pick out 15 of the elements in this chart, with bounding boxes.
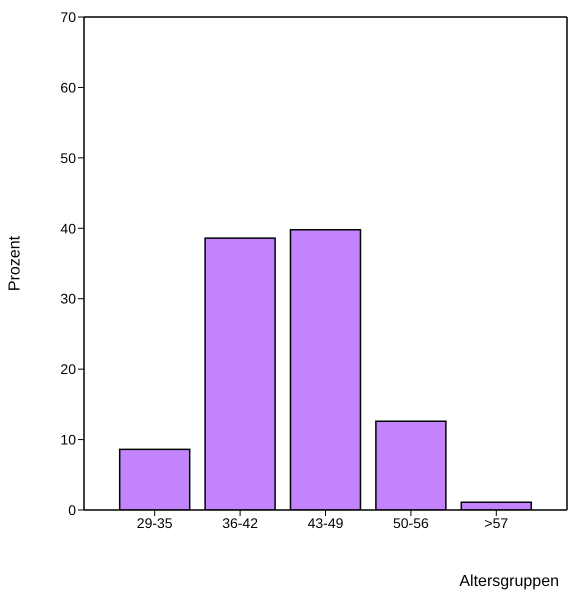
y-tick-label: 70 [60,8,76,25]
y-tick-label: 40 [60,220,76,236]
x-tick-label: 29-35 [136,514,173,531]
x-tick-label: 50-56 [392,514,430,531]
x-tick-label: 36-42 [222,514,258,531]
y-axis-title: Prozent [6,235,24,292]
y-tick-label: 50 [60,150,76,166]
y-tick-label: 30 [60,290,76,307]
x-tick-label: >57 [484,514,508,531]
y-tick-label: 10 [60,432,76,448]
y-tick-label: 0 [68,502,76,518]
y-tick-label: 20 [60,361,76,378]
y-tick-label: 60 [60,79,76,96]
x-tick-label: 43-49 [308,514,344,531]
x-axis-title: Altersgruppen [459,573,559,590]
